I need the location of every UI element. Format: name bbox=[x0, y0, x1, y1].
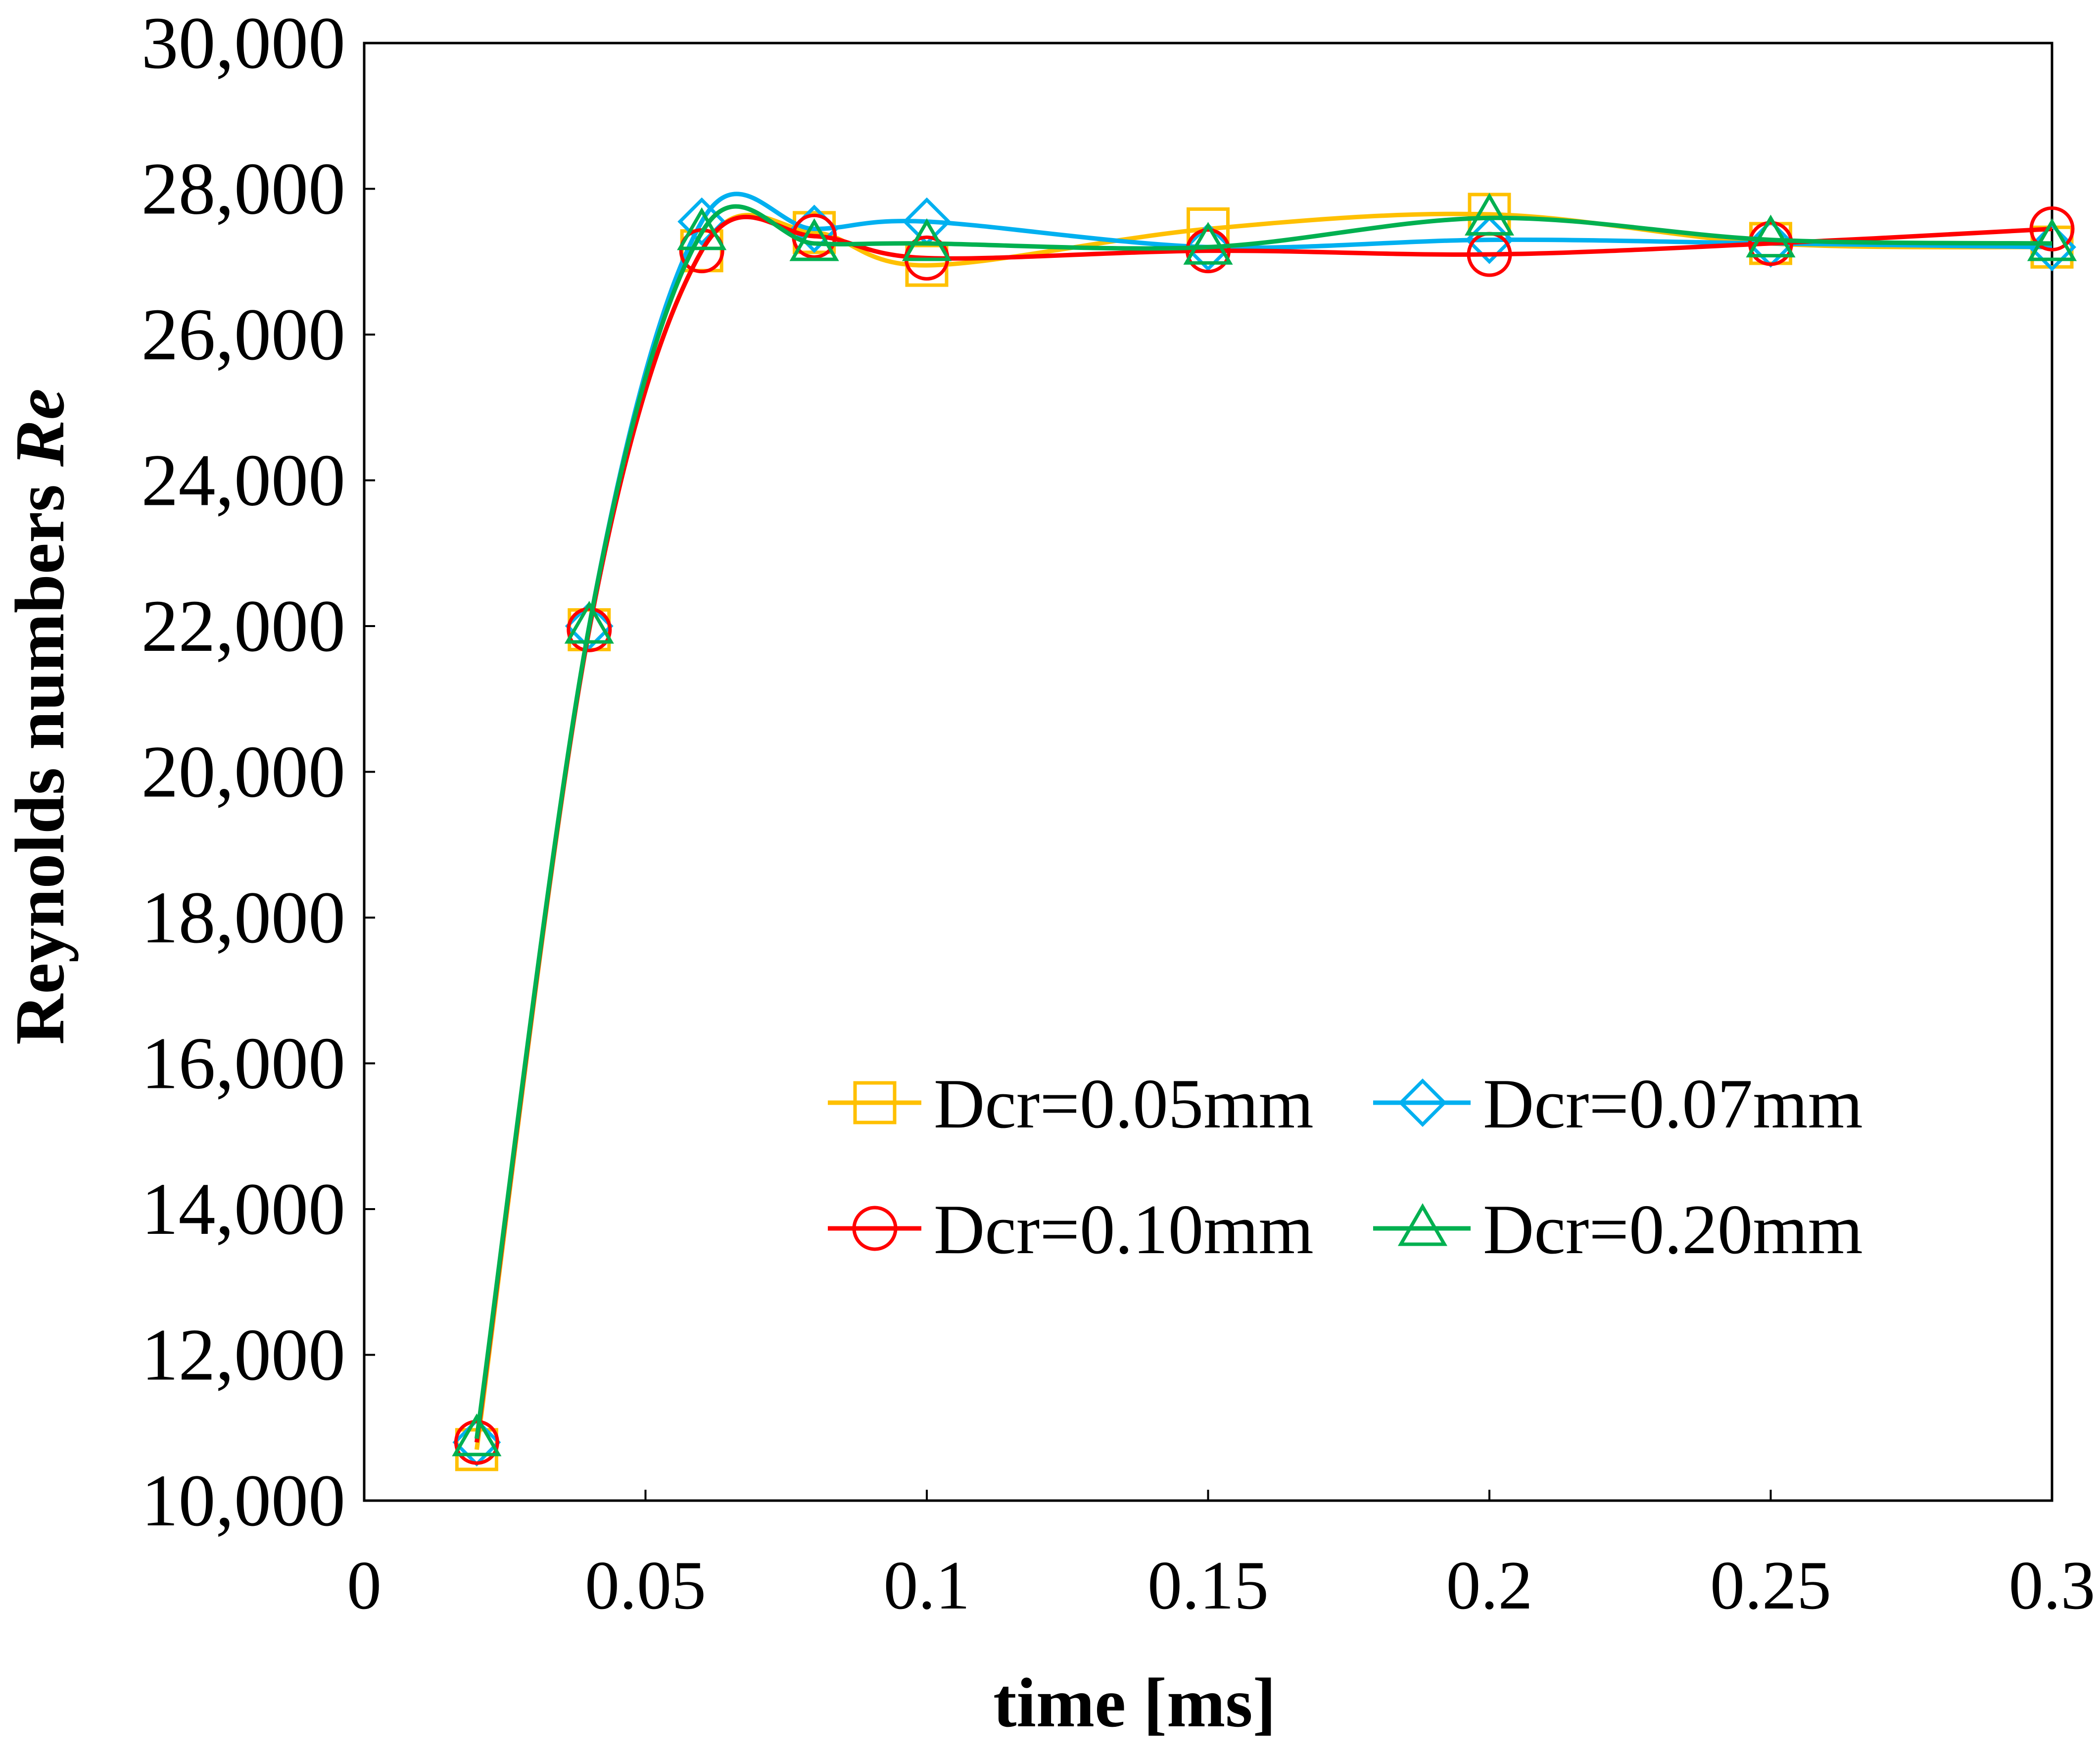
data-point-dcr-0-07mm-1 bbox=[565, 602, 614, 650]
data-point-dcr-0-20mm-0 bbox=[452, 1413, 502, 1457]
x-tick-label: 0.1 bbox=[884, 1547, 970, 1624]
x-tick-label: 0.3 bbox=[2009, 1547, 2096, 1624]
legend-item-dcr-0-05mm: Dcr=0.05mm bbox=[828, 1065, 1314, 1143]
y-tick-label: 16,000 bbox=[142, 1023, 346, 1105]
y-tick-label: 26,000 bbox=[142, 293, 346, 376]
y-tick-label: 14,000 bbox=[142, 1168, 346, 1250]
data-point-dcr-0-07mm-5 bbox=[1184, 223, 1233, 272]
y-axis-title-symbol: Re bbox=[0, 389, 79, 467]
y-tick-label: 30,000 bbox=[142, 2, 346, 84]
data-point-dcr-0-20mm-1 bbox=[564, 601, 614, 644]
series-dcr-0-20mm bbox=[452, 193, 2077, 1457]
legend-marker-circle bbox=[852, 1206, 898, 1251]
legend-label: Dcr=0.20mm bbox=[1483, 1190, 1863, 1268]
x-tick-label: 0.25 bbox=[1710, 1547, 1831, 1624]
series-layer bbox=[452, 192, 2077, 1471]
y-tick-label: 18,000 bbox=[142, 877, 346, 959]
legend-label: Dcr=0.05mm bbox=[934, 1065, 1314, 1143]
x-tick-label: 0.05 bbox=[585, 1547, 706, 1624]
legend-label: Dcr=0.07mm bbox=[1483, 1065, 1863, 1143]
x-axis-ticks: 0 0.05 0.1 0.15 0.2 0.25 0.3 bbox=[347, 1490, 2096, 1624]
data-point-dcr-0-20mm-7 bbox=[1746, 214, 1796, 258]
legend-marker-diamond bbox=[1398, 1078, 1447, 1127]
y-tick-label: 12,000 bbox=[142, 1314, 346, 1396]
data-point-dcr-0-10mm-1 bbox=[567, 607, 612, 652]
x-axis-title: time [ms] bbox=[993, 1663, 1276, 1742]
data-point-dcr-0-10mm-0 bbox=[454, 1419, 499, 1465]
data-point-dcr-0-20mm-6 bbox=[1464, 193, 1515, 236]
legend-item-dcr-0-20mm: Dcr=0.20mm bbox=[1373, 1190, 1863, 1268]
y-tick-label: 22,000 bbox=[142, 585, 346, 667]
y-axis-ticks: 10,000 12,000 14,000 16,000 18,000 20,000 22,0… bbox=[142, 2, 375, 1542]
y-tick-label: 24,000 bbox=[142, 439, 346, 522]
legend: Dcr=0.05mm Dcr=0.07mm Dcr=0.10mm Dcr=0.20mm bbox=[828, 1065, 1863, 1268]
data-point-dcr-0-20mm-4 bbox=[902, 218, 952, 261]
series-line-dcr-0-20mm bbox=[474, 204, 2052, 1439]
data-point-dcr-0-10mm-5 bbox=[1186, 228, 1231, 274]
data-point-dcr-0-07mm-8 bbox=[2028, 223, 2076, 272]
y-tick-label: 20,000 bbox=[142, 731, 346, 813]
legend-label: Dcr=0.10mm bbox=[934, 1190, 1314, 1268]
legend-item-dcr-0-10mm: Dcr=0.10mm bbox=[828, 1190, 1314, 1268]
x-tick-label: 0 bbox=[347, 1547, 382, 1624]
y-tick-label: 28,000 bbox=[142, 148, 346, 230]
data-point-dcr-0-10mm-7 bbox=[1748, 221, 1793, 266]
y-tick-label: 10,000 bbox=[142, 1460, 346, 1542]
data-point-dcr-0-20mm-3 bbox=[789, 218, 839, 261]
legend-item-dcr-0-07mm: Dcr=0.07mm bbox=[1373, 1065, 1863, 1143]
data-point-dcr-0-20mm-2 bbox=[677, 207, 727, 250]
legend-marker-square bbox=[853, 1081, 897, 1124]
x-tick-label: 0.2 bbox=[1446, 1547, 1533, 1624]
y-axis-title-text: Reynolds numbers bbox=[0, 485, 79, 1045]
data-point-dcr-0-20mm-5 bbox=[1183, 222, 1233, 265]
data-point-dcr-0-20mm-8 bbox=[2027, 218, 2077, 261]
y-axis-title: Reynolds numbers Re bbox=[0, 389, 79, 1045]
x-tick-label: 0.15 bbox=[1147, 1547, 1269, 1624]
data-point-dcr-0-10mm-8 bbox=[2029, 206, 2075, 251]
legend-marker-triangle bbox=[1397, 1203, 1448, 1246]
